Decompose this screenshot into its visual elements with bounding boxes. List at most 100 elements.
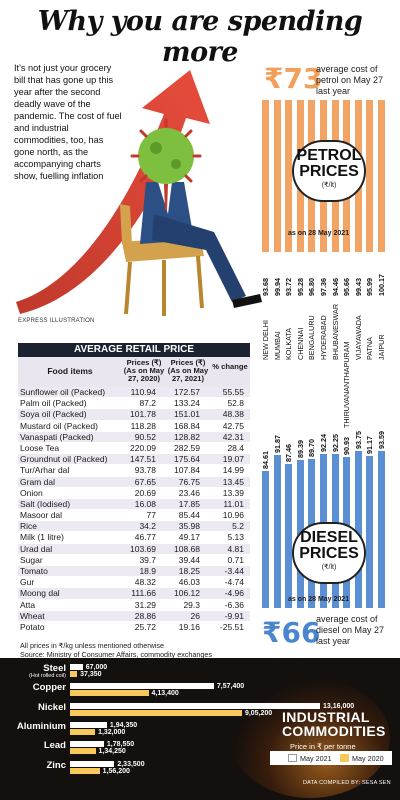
cell-change: -3.44	[224, 566, 244, 576]
cell-price-2021: 17.85	[178, 498, 200, 509]
cell-item: Rice	[20, 521, 38, 532]
diesel-badge-unit: (₹/lt)	[321, 564, 337, 571]
city-label-bengaluru: BENGALURU	[307, 315, 317, 360]
bar-zinc-may-2020	[70, 768, 100, 774]
metal-label-copper: Copper	[32, 682, 66, 693]
petrol-prices-badge: PETROL PRICES (₹/lt)	[292, 140, 366, 202]
table-row: Atta 31.29 29.3 -6.36	[18, 600, 250, 611]
diesel-value-jaipur: 93.59	[377, 430, 386, 449]
cell-change: -4.96	[224, 588, 244, 599]
table-row: Gur 48.32 46.03 -4.74	[18, 577, 250, 589]
cell-change: 42.75	[222, 420, 244, 431]
city-label-bhubaneswar: BHUBANESWAR	[330, 303, 340, 360]
petrol-bar-new-delhi	[262, 100, 269, 252]
cell-item: Sunflower oil (Packed)	[20, 387, 106, 397]
diesel-value-hyderabad: 92.24	[319, 433, 328, 452]
table-row: Loose Tea 220.09 282.59 28.4	[18, 442, 250, 455]
cell-price-2021: 151.01	[174, 409, 200, 420]
cell-price-2020: 31.29	[134, 599, 156, 610]
cell-price-2020: 103.69	[130, 543, 156, 554]
cell-price-2021: 29.3	[183, 599, 200, 610]
bar-aluminium-may-2021	[70, 722, 107, 728]
cell-price-2020: 220.09	[130, 442, 156, 453]
diesel-value-vijayawada: 93.75	[353, 430, 363, 449]
cell-price-2020: 46.77	[134, 532, 156, 543]
cell-change: 11.01	[223, 498, 244, 509]
cell-change: -4.74	[224, 577, 244, 588]
cell-price-2020: 101.78	[130, 409, 156, 420]
cell-item: Tomato	[20, 566, 48, 576]
table-note-units: All prices in ₹/kg unless mentioned othe…	[20, 641, 164, 650]
bar-copper-may-2020	[70, 690, 149, 696]
table-row: Salt (Iodised) 16.08 17.85 11.01	[18, 498, 250, 511]
cell-change: 42.31	[222, 431, 244, 442]
cell-item: Urad dal	[20, 543, 53, 554]
cell-price-2021: 172.57	[174, 387, 200, 397]
petrol-value-new-delhi: 93.68	[261, 278, 270, 296]
cell-change: -9.91	[224, 610, 244, 621]
cell-price-2021: 76.75	[178, 476, 200, 487]
petrol-value-thiruvananthapuram: 95.66	[342, 278, 352, 296]
table-row: Sunflower oil (Packed) 110.94 172.57 55.55	[18, 387, 250, 399]
legend-swatch-2020	[340, 754, 349, 762]
petrol-last-year-value: ₹73	[264, 62, 323, 95]
metal-label-lead: Lead	[43, 740, 66, 751]
value-nickel-may-2020: 9,05,200	[244, 709, 273, 717]
value-copper-may-2021: 7,57,400	[216, 682, 245, 690]
table-row: Soya oil (Packed) 101.78 151.01 48.38	[18, 409, 250, 421]
cell-price-2020: 110.94	[130, 387, 156, 397]
table-row: Urad dal 103.69 108.68 4.81	[18, 543, 250, 555]
legend-label-2020: May 2020	[352, 754, 384, 763]
metal-note-steel: (Hot rolled coil)	[29, 673, 66, 679]
illustration-credit: EXPRESS ILLUSTRATION	[18, 318, 95, 324]
table-row: Sugar 39.7 39.44 0.71	[18, 555, 250, 566]
cell-item: Potato	[20, 621, 45, 632]
cell-price-2020: 16.08	[134, 498, 156, 509]
diesel-value-kolkata: 87.46	[284, 444, 294, 463]
diesel-bar-patna	[366, 456, 374, 608]
cell-price-2020: 67.65	[134, 476, 156, 487]
cell-change: 28.4	[227, 442, 244, 453]
diesel-bar-jaipur	[378, 450, 385, 608]
diesel-bar-vijayawada	[354, 450, 362, 608]
cell-price-2020: 39.7	[139, 554, 156, 565]
cell-price-2020: 90.52	[134, 431, 156, 442]
table-row: Rice 34.2 35.98 5.2	[18, 521, 250, 533]
petrol-badge-title-2: PRICES	[299, 163, 359, 180]
cell-change: 48.38	[222, 409, 244, 420]
bar-steel-may-2021	[70, 664, 83, 670]
bar-nickel-may-2021	[70, 703, 320, 709]
bar-copper-may-2021	[70, 683, 214, 689]
city-label-hyderabad: HYDERABAD	[319, 315, 328, 360]
petrol-value-jaipur: 100.17	[377, 274, 386, 296]
petrol-bar-patna	[366, 100, 374, 252]
city-label-thiruvananthapuram: THIRUVANANTHAPURAM	[342, 341, 352, 428]
header-change: % change	[212, 362, 248, 371]
cell-item: Wheat	[20, 610, 45, 621]
header-food-items: Food items	[47, 366, 93, 376]
industrial-subtitle: Price in ₹ per tonne	[290, 742, 356, 751]
petrol-bar-mumbai	[273, 100, 281, 252]
table-row: Masoor dal 77 85.44 10.96	[18, 510, 250, 522]
cell-price-2020: 34.2	[139, 521, 156, 532]
petrol-value-hyderabad: 97.36	[319, 278, 328, 296]
industrial-legend: May 2021 May 2020	[270, 751, 392, 765]
petrol-value-chennai: 95.28	[295, 278, 305, 296]
value-copper-may-2020: 4,13,400	[151, 689, 179, 697]
legend-swatch-2021	[288, 754, 297, 762]
sparks-glow	[230, 678, 390, 798]
cell-price-2021: 133.24	[174, 398, 200, 409]
value-zinc-may-2021: 2,33,500	[117, 760, 145, 768]
cell-price-2021: 35.98	[178, 521, 200, 532]
table-row: Moong dal 111.66 106.12 -4.96	[18, 588, 250, 600]
diesel-value-chennai: 89.39	[295, 440, 305, 459]
metal-label-nickel: Nickel	[38, 702, 66, 713]
petrol-bar-jaipur	[378, 100, 385, 252]
diesel-badge-title-1: DIESEL	[300, 529, 358, 546]
cell-change: -25.51	[219, 621, 244, 632]
table-row: Mustard oil (Packed) 118.28 168.84 42.75	[18, 421, 250, 432]
diesel-value-bengaluru: 89.70	[307, 439, 317, 458]
value-lead-may-2020: 1,34,250	[98, 747, 126, 755]
cell-price-2021: 23.46	[178, 487, 200, 498]
cell-price-2021: 128.82	[174, 431, 200, 442]
